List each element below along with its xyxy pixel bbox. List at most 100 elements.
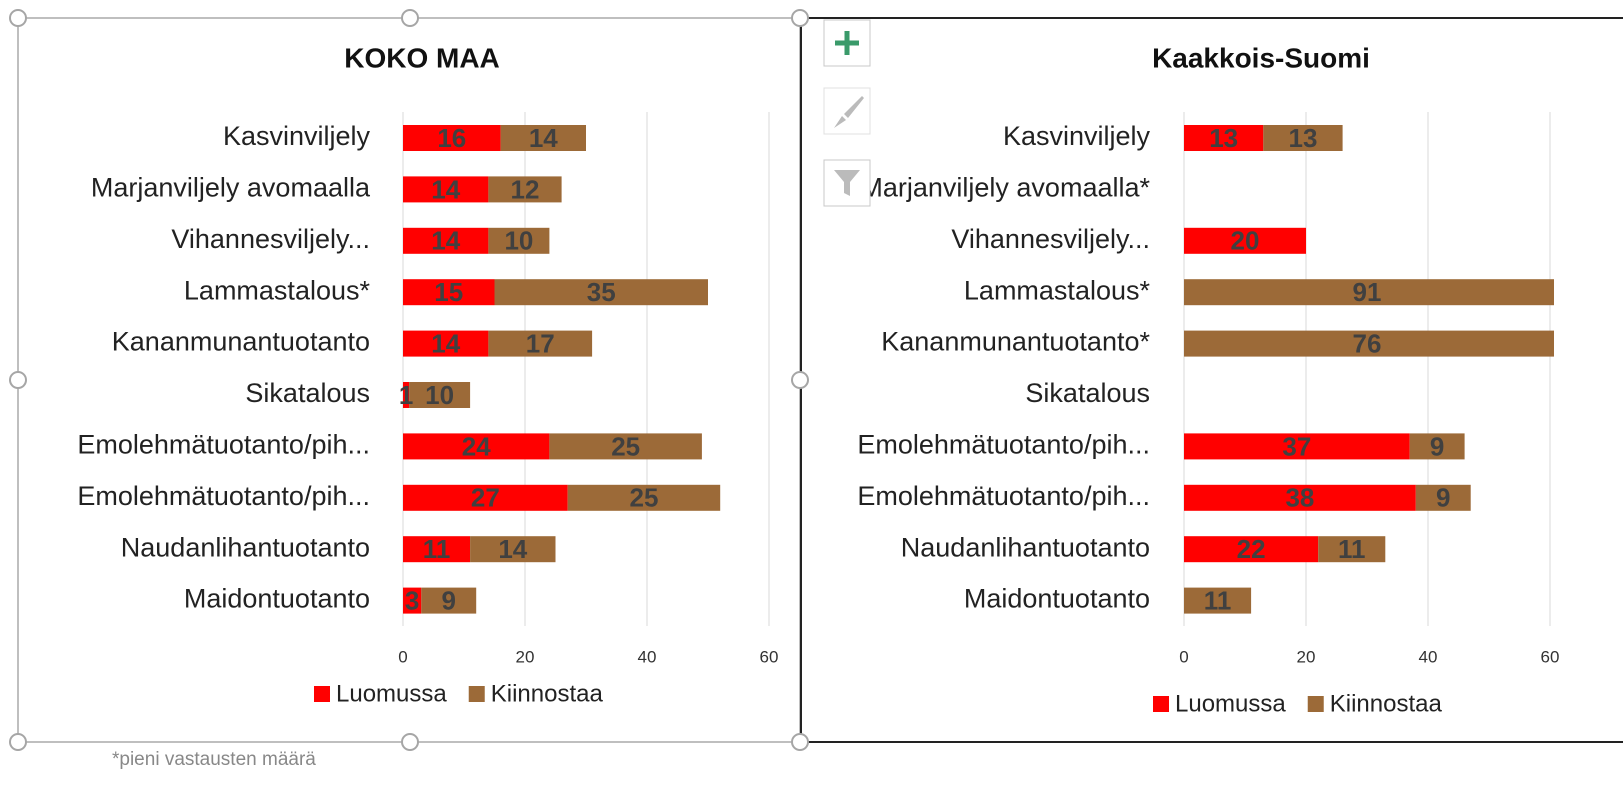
data-label: 22 [1237, 534, 1266, 564]
data-label: 10 [504, 226, 533, 256]
data-label: 14 [431, 174, 460, 204]
data-label: 11 [423, 534, 451, 564]
chart: KOKO MAA 0 20 40 60 Kasvinviljely 16 14 Marjanvi… [77, 42, 778, 707]
legend-swatch [314, 686, 330, 702]
bar-segment [403, 176, 489, 203]
chart-title: KOKO MAA [344, 42, 500, 73]
bar-segment [403, 125, 501, 151]
legend-label: Kiinnostaa [491, 680, 604, 707]
data-label: 13 [1209, 123, 1238, 153]
data-label: 17 [526, 328, 555, 358]
chart: Kaakkois-Suomi 0 20 40 60 Kasvinviljely 13 13 Ma… [857, 42, 1560, 717]
category-label: Naudanlihantuotanto [121, 532, 370, 562]
data-label: 1 [399, 380, 413, 410]
data-label: 9 [1430, 431, 1444, 461]
category-label: Vihannesviljely... [171, 224, 370, 254]
data-label: 13 [1288, 123, 1317, 153]
x-tick-label: 60 [760, 647, 779, 666]
bar-segment [470, 536, 556, 563]
data-label: 11 [1338, 534, 1366, 564]
data-label: 9 [442, 585, 456, 615]
bar-segment [1409, 433, 1465, 460]
bar-segment [549, 433, 702, 460]
data-label: 9 [1436, 483, 1450, 513]
bar-segment [1184, 536, 1319, 563]
bar-segment [403, 536, 471, 563]
x-tick-label: 40 [638, 647, 657, 666]
data-label: 15 [434, 277, 463, 307]
bar-segment [1184, 484, 1416, 511]
bar-segment [1184, 227, 1306, 254]
category-label: Maidontuotanto [964, 584, 1150, 614]
legend-label: Kiinnostaa [1330, 690, 1443, 717]
bar-segment [1184, 433, 1410, 460]
charts: KOKO MAA 0 20 40 60 Kasvinviljely 16 14 Marjanvi… [77, 42, 1560, 717]
data-label: 27 [471, 483, 500, 513]
bar-segment [1184, 125, 1264, 151]
legend-swatch [1307, 696, 1324, 712]
category-label: Emolehmätuotanto/pih... [77, 430, 370, 460]
data-label: 14 [529, 123, 558, 153]
bar-segment [567, 484, 721, 511]
bar-segment [403, 382, 410, 408]
bar-segment [494, 279, 708, 306]
category-label: Maidontuotanto [184, 584, 370, 614]
category-label: Lammastalous* [964, 275, 1151, 305]
data-label: 11 [1204, 585, 1232, 615]
x-tick-label: 60 [1541, 647, 1560, 666]
x-tick-label: 40 [1419, 647, 1438, 666]
category-label: Emolehmätuotanto/pih... [857, 481, 1150, 511]
category-label: Naudanlihantuotanto [901, 532, 1150, 562]
chart-tools[interactable] [823, 19, 871, 207]
legend-swatch [468, 686, 485, 702]
bar-segment [500, 125, 586, 151]
category-label: Marjanviljely avomaalla* [860, 173, 1150, 203]
bar-segment [488, 330, 593, 357]
bar-segment [1184, 330, 1554, 357]
x-tick-label: 20 [516, 647, 535, 666]
data-label: 12 [511, 174, 540, 204]
data-label: 25 [629, 483, 658, 513]
x-tick-label: 0 [1179, 647, 1188, 666]
category-label: Emolehmätuotanto/pih... [77, 481, 370, 511]
legend-label: Luomussa [1175, 690, 1286, 717]
bars [1184, 125, 1554, 614]
bar-segment [421, 587, 477, 614]
x-tick-label: 0 [398, 647, 407, 666]
bar-segment [1318, 536, 1386, 563]
data-label: 91 [1353, 277, 1382, 307]
data-label: 20 [1231, 226, 1260, 256]
legend-label: Luomussa [336, 680, 447, 707]
bar-segment [403, 433, 550, 460]
data-label: 14 [431, 226, 460, 256]
data-label: 38 [1285, 483, 1314, 513]
category-label: Lammastalous* [184, 275, 371, 305]
data-label: 14 [498, 534, 527, 564]
bar-segment [1184, 279, 1554, 306]
bar-segment [403, 484, 568, 511]
data-label: 16 [437, 123, 466, 153]
category-label: Kananmunantuotanto* [881, 327, 1150, 357]
bar-segment [1263, 125, 1343, 151]
data-label: 14 [431, 328, 460, 358]
category-label: Vihannesviljely... [951, 224, 1150, 254]
chart-title: Kaakkois-Suomi [1152, 42, 1370, 73]
category-label: Emolehmätuotanto/pih... [857, 430, 1150, 460]
data-label: 25 [611, 431, 640, 461]
bar-segment [1184, 587, 1252, 614]
data-label: 3 [405, 585, 419, 615]
selection-handles[interactable] [9, 9, 809, 751]
data-label: 76 [1353, 328, 1382, 358]
data-label: 37 [1282, 431, 1311, 461]
bar-segment [488, 227, 550, 254]
legend-swatch [1153, 696, 1169, 712]
bar-segment [1415, 484, 1471, 511]
bar-segment [403, 330, 489, 357]
bar-segment [403, 227, 489, 254]
data-label: 10 [425, 380, 454, 410]
footnote: *pieni vastausten määrä [112, 749, 316, 770]
bar-segment [488, 176, 562, 203]
bars [403, 125, 721, 614]
